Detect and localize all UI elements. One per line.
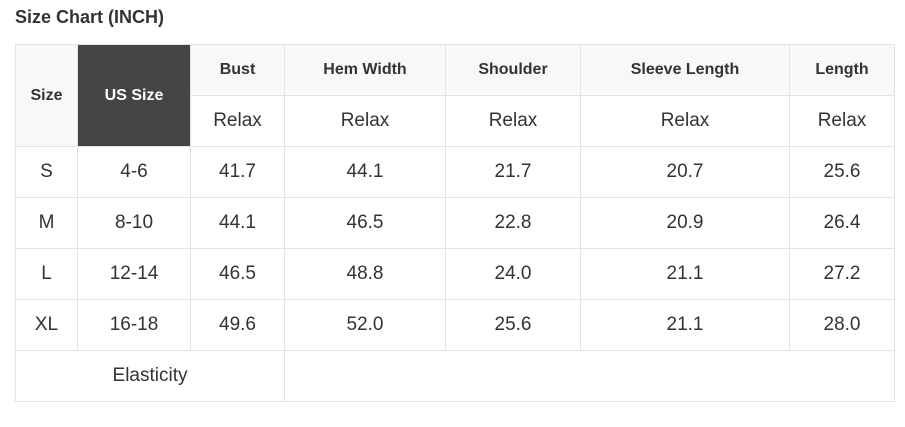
us-size-cell: 12-14 bbox=[77, 248, 191, 300]
measurement-cell: 25.6 bbox=[789, 146, 895, 198]
fit-cell: Relax bbox=[789, 95, 895, 147]
header-size: Size bbox=[15, 44, 78, 147]
measurement-cell: 44.1 bbox=[284, 146, 446, 198]
measurement-cell: 52.0 bbox=[284, 299, 446, 351]
measurement-cell: 46.5 bbox=[284, 197, 446, 249]
measurement-cell: 28.0 bbox=[789, 299, 895, 351]
measurement-cell: 20.9 bbox=[580, 197, 790, 249]
fit-row: Relax Relax Relax Relax Relax bbox=[16, 95, 895, 147]
measurement-cell: 21.1 bbox=[580, 299, 790, 351]
fit-cell: Relax bbox=[580, 95, 790, 147]
table-row: M 8-10 44.1 46.5 22.8 20.9 26.4 bbox=[15, 197, 895, 249]
fit-cell: Relax bbox=[190, 95, 285, 147]
us-size-cell: 16-18 bbox=[77, 299, 191, 351]
header-row: Size US Size Bust Hem Width Shoulder Sle… bbox=[15, 44, 895, 147]
measurement-cell: 26.4 bbox=[789, 197, 895, 249]
size-chart-table: Size US Size Bust Hem Width Shoulder Sle… bbox=[15, 44, 895, 402]
header-shoulder: Shoulder bbox=[445, 44, 581, 96]
size-cell: M bbox=[15, 197, 78, 249]
size-cell: L bbox=[15, 248, 78, 300]
measurement-cell: 41.7 bbox=[190, 146, 285, 198]
elasticity-label: Elasticity bbox=[15, 350, 285, 402]
size-cell: S bbox=[15, 146, 78, 198]
header-sleeve-length: Sleeve Length bbox=[580, 44, 790, 96]
measurement-cell: 25.6 bbox=[445, 299, 581, 351]
measurement-cell: 49.6 bbox=[190, 299, 285, 351]
header-us-size: US Size bbox=[77, 44, 191, 147]
fit-cell: Relax bbox=[445, 95, 581, 147]
measurement-cell: 21.1 bbox=[580, 248, 790, 300]
size-cell: XL bbox=[15, 299, 78, 351]
elasticity-value bbox=[284, 350, 895, 402]
us-size-cell: 4-6 bbox=[77, 146, 191, 198]
elasticity-row: Elasticity bbox=[15, 350, 895, 402]
header-bust: Bust bbox=[190, 44, 285, 96]
measurement-cell: 44.1 bbox=[190, 197, 285, 249]
measurement-cell: 27.2 bbox=[789, 248, 895, 300]
measurement-cell: 48.8 bbox=[284, 248, 446, 300]
page-title: Size Chart (INCH) bbox=[15, 7, 165, 27]
measurement-cell: 21.7 bbox=[445, 146, 581, 198]
us-size-cell: 8-10 bbox=[77, 197, 191, 249]
header-length: Length bbox=[789, 44, 895, 96]
measurement-cell: 24.0 bbox=[445, 248, 581, 300]
measurement-cell: 22.8 bbox=[445, 197, 581, 249]
measurement-cell: 46.5 bbox=[190, 248, 285, 300]
header-hem-width: Hem Width bbox=[284, 44, 446, 96]
fit-cell: Relax bbox=[284, 95, 446, 147]
table-row: S 4-6 41.7 44.1 21.7 20.7 25.6 bbox=[15, 146, 895, 198]
table-row: XL 16-18 49.6 52.0 25.6 21.1 28.0 bbox=[15, 299, 895, 351]
table-row: L 12-14 46.5 48.8 24.0 21.1 27.2 bbox=[15, 248, 895, 300]
measurement-cell: 20.7 bbox=[580, 146, 790, 198]
